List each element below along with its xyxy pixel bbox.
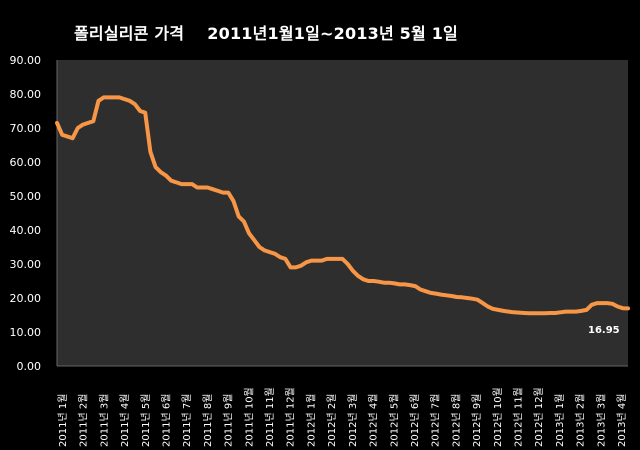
x-tick-label: 2012년 2월 [326, 394, 338, 447]
x-tick-label: 2012년 11월 [512, 387, 524, 447]
x-tick-label: 2012년 7월 [430, 394, 442, 447]
x-tick-label: 2011년 5월 [140, 394, 152, 447]
series-layer [55, 95, 630, 316]
y-tick-label: 80.00 [10, 88, 42, 101]
end-value-label: 16.95 [588, 325, 620, 336]
x-tick-label: 2011년 9월 [223, 394, 235, 447]
x-tick-label: 2011년 4월 [119, 394, 131, 447]
x-tick-label: 2012년 8월 [450, 394, 462, 447]
x-tick-label: 2011년 6월 [161, 394, 173, 447]
y-tick-label: 90.00 [10, 54, 42, 67]
y-tick-label: 10.00 [10, 326, 42, 339]
x-tick-label: 2011년 12월 [285, 387, 297, 447]
chart-title: 폴리실리콘 가격 2011년1월1일~2013년 5월 1일 [74, 24, 458, 43]
x-tick-label: 2011년 2월 [78, 394, 90, 447]
x-tick-label: 2013년 1월 [554, 394, 566, 447]
y-tick-label: 60.00 [10, 156, 42, 169]
x-tick-label: 2012년 6월 [409, 394, 421, 447]
x-tick-label: 2012년 5월 [388, 394, 400, 447]
y-tick-label: 0.00 [17, 360, 42, 373]
y-tick-label: 30.00 [10, 258, 42, 271]
y-tick-label: 40.00 [10, 224, 42, 237]
x-tick-label: 2013년 2월 [575, 394, 587, 447]
x-tick-label: 2011년 3월 [98, 394, 110, 447]
x-tick-label: 2013년 3월 [595, 394, 607, 447]
x-tick-label: 2012년 9월 [471, 394, 483, 447]
x-tick-label: 2011년 10월 [243, 387, 255, 447]
x-axis-ticks: 2011년 1월 2011년 2월 2011년 3월 2011년 4월 2011년 5월… [57, 387, 628, 447]
x-tick-label: 2013년 4월 [616, 394, 628, 447]
x-tick-label: 2012년 3월 [347, 394, 359, 447]
x-tick-label: 2012년 1월 [305, 394, 317, 447]
x-tick-label: 2012년 12월 [533, 387, 545, 447]
x-tick-label: 2011년 11월 [264, 387, 276, 447]
x-tick-label: 2011년 7월 [181, 394, 193, 447]
y-axis-ticks: 0.00 10.00 20.00 30.00 40.00 50.00 60.00 70.00 8… [10, 54, 42, 373]
x-tick-label: 2011년 1월 [57, 394, 69, 447]
series-line-0 [55, 95, 630, 316]
y-tick-label: 70.00 [10, 122, 42, 135]
plot-area [57, 60, 628, 366]
x-tick-label: 2011년 8월 [202, 394, 214, 447]
y-tick-label: 20.00 [10, 292, 42, 305]
x-tick-label: 2012년 10월 [492, 387, 504, 447]
x-tick-label: 2012년 4월 [368, 394, 380, 447]
y-tick-label: 50.00 [10, 190, 42, 203]
